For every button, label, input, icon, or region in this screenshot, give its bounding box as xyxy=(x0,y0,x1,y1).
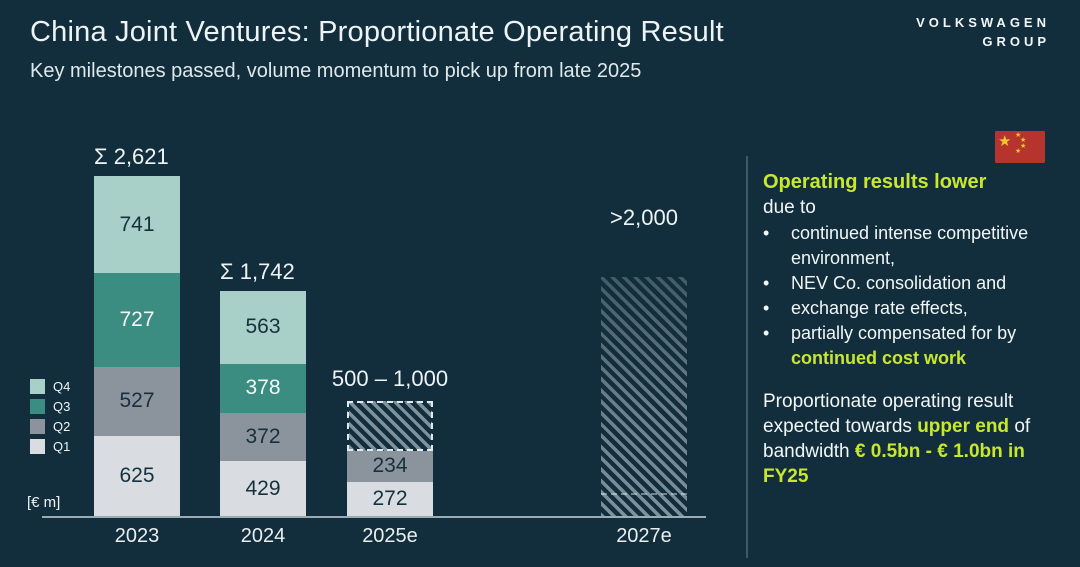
commentary-panel: Operating results lower due to • continue… xyxy=(763,170,1065,489)
legend-item-q1: Q1 xyxy=(30,436,70,456)
china-flag-icon: ★ ★ ★ ★ ★ xyxy=(995,131,1045,163)
bullet-icon: • xyxy=(763,273,770,293)
legend-swatch-q1 xyxy=(30,438,45,454)
legend-label: Q2 xyxy=(53,418,71,434)
logo-line-1: VOLKSWAGEN xyxy=(916,15,1050,30)
commentary-heading: Operating results lower xyxy=(763,171,987,193)
bar-total-label-2024: Σ 1,742 xyxy=(220,258,295,284)
hatched-forecast-2025e xyxy=(347,401,433,452)
bar-segment-q2-2025e: 234 xyxy=(347,451,433,482)
legend-item-q4: Q4 xyxy=(30,376,70,396)
outlook-text: Proportionate operating result expected … xyxy=(763,391,1031,487)
threshold-dash-line xyxy=(601,493,687,495)
flag-star-icon: ★ xyxy=(1020,143,1027,150)
bar-segment-q4-2023: 741 xyxy=(94,176,180,273)
category-label-2024: 2024 xyxy=(240,525,286,547)
legend-item-q2: Q2 xyxy=(30,416,70,436)
page-title: China Joint Ventures: Proportionate Oper… xyxy=(30,16,724,48)
flag-star-icon: ★ xyxy=(1020,137,1027,144)
flag-star-icon: ★ xyxy=(1015,132,1022,139)
segment-value: 625 xyxy=(119,464,155,488)
bullet-icon: • xyxy=(763,223,770,243)
commentary-subheading: due to xyxy=(763,197,816,218)
segment-value: 429 xyxy=(245,477,281,501)
bar-segment-q1-2025e: 272 xyxy=(347,481,433,517)
page-subtitle: Key milestones passed, volume momentum t… xyxy=(30,60,642,82)
x-axis-line xyxy=(42,516,706,518)
hatch-fade-overlay xyxy=(601,276,687,517)
legend-swatch-q3 xyxy=(30,398,45,414)
reason-item: • NEV Co. consolidation and xyxy=(763,271,1065,296)
logo-line-2: GROUP xyxy=(982,33,1050,49)
bar-total-label-2025e: 500 – 1,000 xyxy=(331,366,449,392)
legend-label: Q3 xyxy=(53,398,71,414)
legend-label: Q4 xyxy=(53,378,71,394)
segment-value: 272 xyxy=(372,487,408,511)
reason-item: • continued intense competitive environme… xyxy=(763,221,1065,271)
chart-legend: Q4 Q3 Q2 Q1 xyxy=(30,376,70,456)
reasons-list: • continued intense competitive environme… xyxy=(763,221,1065,371)
reason-item: • exchange rate effects, xyxy=(763,296,1065,321)
reason-text: exchange rate effects, xyxy=(791,298,968,318)
volkswagen-group-logo: VOLKSWAGEN GROUP xyxy=(916,14,1050,52)
bar-total-label-2023: Σ 2,621 xyxy=(94,144,169,170)
segment-value: 372 xyxy=(245,425,281,449)
legend-swatch-q2 xyxy=(30,418,45,434)
segment-value: 527 xyxy=(119,389,155,413)
flag-star-icon: ★ xyxy=(1015,148,1022,155)
category-label-2025e: 2025e xyxy=(362,525,418,547)
reason-text: NEV Co. consolidation and xyxy=(791,273,1007,293)
flag-star-icon: ★ xyxy=(998,133,1012,150)
bar-segment-q2-2023: 527 xyxy=(94,367,180,436)
bar-segment-q3-2024: 378 xyxy=(220,363,306,413)
segment-value: 563 xyxy=(245,315,281,339)
bullet-icon: • xyxy=(763,298,770,318)
vertical-divider xyxy=(746,156,748,558)
reason-item: • partially compensated for by continued … xyxy=(763,321,1065,371)
bar-segment-q1-2023: 625 xyxy=(94,435,180,517)
category-label-2027e: 2027e xyxy=(616,525,672,547)
bar-segment-q2-2024: 372 xyxy=(220,412,306,462)
legend-label: Q1 xyxy=(53,438,71,454)
bar-segment-q4-2024: 563 xyxy=(220,290,306,364)
segment-value: 741 xyxy=(119,212,155,236)
legend-swatch-q4 xyxy=(30,378,45,394)
bullet-icon: • xyxy=(763,323,770,343)
segment-value: 234 xyxy=(372,454,408,478)
bar-segment-q3-2023: 727 xyxy=(94,272,180,368)
bar-total-label-2027e: >2,000 xyxy=(610,204,678,230)
hatched-forecast-2027e xyxy=(601,276,687,517)
reason-text: partially compensated for by continued c… xyxy=(791,323,1017,368)
bar-segment-q1-2024: 429 xyxy=(220,461,306,517)
reason-text: continued intense competitive environmen… xyxy=(791,223,1029,268)
segment-value: 727 xyxy=(119,307,155,331)
unit-label: [€ m] xyxy=(27,494,61,511)
legend-item-q3: Q3 xyxy=(30,396,70,416)
category-label-2023: 2023 xyxy=(114,525,160,547)
segment-value: 378 xyxy=(245,376,281,400)
